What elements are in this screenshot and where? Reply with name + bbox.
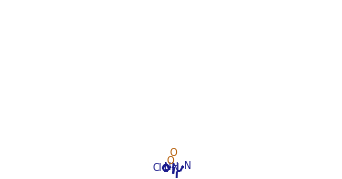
Text: N: N <box>172 163 179 173</box>
Text: N: N <box>184 161 191 171</box>
Text: NH: NH <box>164 162 179 172</box>
Text: O: O <box>166 156 174 166</box>
Text: O: O <box>169 148 177 158</box>
Text: Cl: Cl <box>153 163 162 173</box>
